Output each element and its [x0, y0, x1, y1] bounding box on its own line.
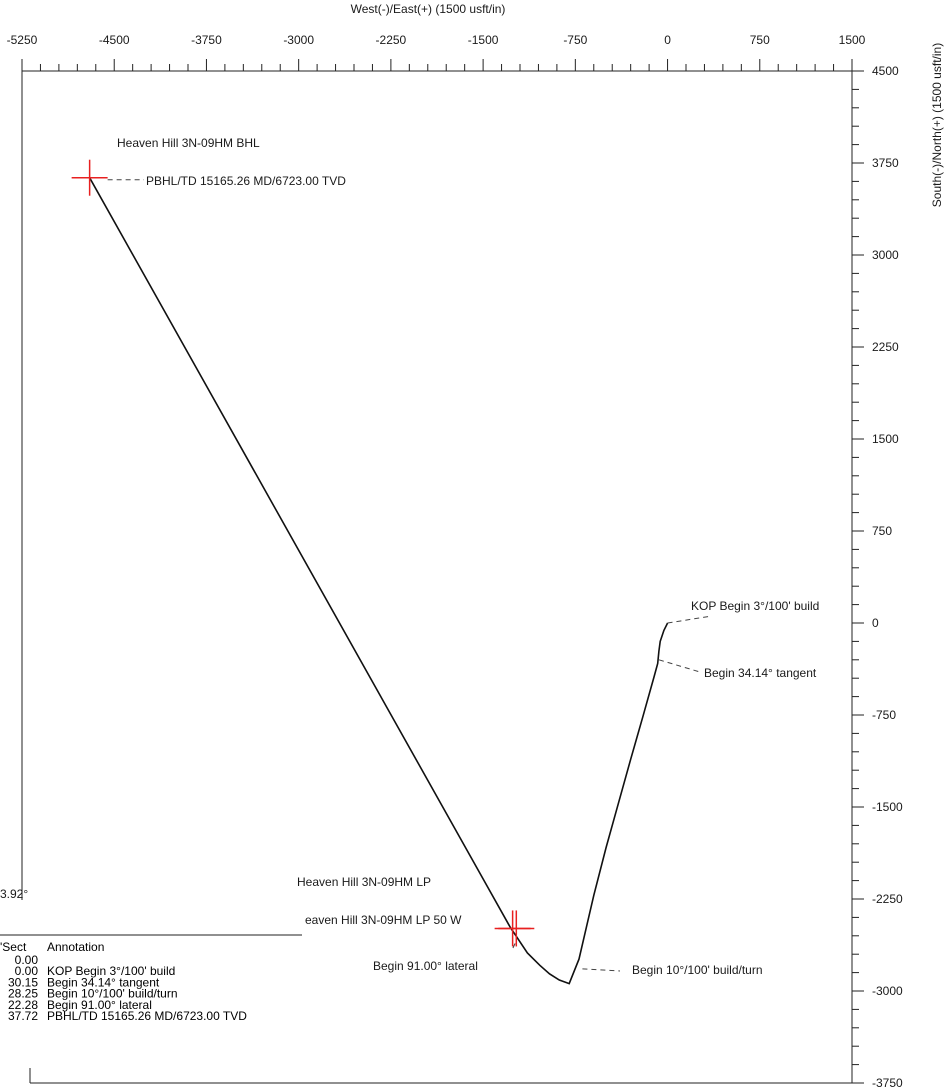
kop-annotation: KOP Begin 3°/100' build [691, 599, 819, 613]
y-axis: 4500 3750 3000 2250 1500 750 0 -750 -1500 -2250 -3… [852, 64, 903, 1090]
chart-frame [21, 70, 853, 1084]
table-cell-annotation: Begin 10°/100' build/turn [47, 987, 178, 1001]
x-tick-label: 1500 [839, 33, 866, 47]
tangent-annotation: Begin 34.14° tangent [704, 666, 817, 680]
x-axis: -5250 -4500 -3750 -3000 -2250 -1500 -750 0 750 15… [7, 33, 866, 71]
plot-area [71, 159, 669, 985]
y-tick-label: -3750 [872, 1076, 903, 1090]
table-cell-vsect: 28.25 [8, 987, 38, 1001]
y-tick-label: 0 [872, 616, 879, 630]
table-cell-vsect: 37.72 [8, 1009, 38, 1023]
y-tick-label: 1500 [872, 432, 899, 446]
kop-leader [667, 615, 713, 624]
table-cell-vsect: 30.15 [8, 975, 38, 989]
y-axis-title: South(-)/North(+) (1500 usft/in) [930, 43, 944, 207]
target-bhl-label: Heaven Hill 3N-09HM BHL [117, 136, 260, 150]
target-lp-label: Heaven Hill 3N-09HM LP [297, 875, 431, 889]
x-tick-label: -3750 [191, 33, 222, 47]
lateral-annotation: Begin 91.00° lateral [373, 959, 478, 973]
y-tick-label: 4500 [872, 64, 899, 78]
x-tick-label: 750 [750, 33, 770, 47]
x-tick-label: 0 [664, 33, 671, 47]
y-tick-label: -2250 [872, 892, 903, 906]
y-tick-label: 2250 [872, 340, 899, 354]
x-tick-label: -4500 [99, 33, 130, 47]
build-turn-leader [582, 968, 621, 972]
x-tick-label: -750 [563, 33, 587, 47]
table-cell-annotation: KOP Begin 3°/100' build [47, 964, 175, 978]
annotations: Heaven Hill 3N-09HM BHL PBHL/TD 15165.26 … [107, 136, 819, 977]
target-bhl-marker [71, 159, 108, 196]
section-table: 'Sect Annotation 0.000.00 KOP Begin 3°/100'… [0, 940, 247, 1023]
y-tick-label: 750 [872, 524, 892, 538]
x-tick-label: -1500 [468, 33, 499, 47]
y-tick-label: 3750 [872, 156, 899, 170]
y-tick-label: -3000 [872, 984, 903, 998]
x-tick-label: -5250 [7, 33, 38, 47]
tangent-leader [658, 659, 701, 673]
build-turn-annotation: Begin 10°/100' build/turn [632, 963, 763, 977]
x-tick-label: -3000 [283, 33, 314, 47]
x-tick-label: -2250 [376, 33, 407, 47]
well-path-line [88, 177, 669, 985]
table-cell-annotation: Begin 34.14° tangent [47, 975, 160, 989]
target-lp-50w-marker [498, 910, 535, 947]
lateral-leader [511, 943, 516, 951]
table-cell-vsect: 0.00 [15, 964, 39, 978]
table-cell-annotation: PBHL/TD 15165.26 MD/6723.00 TVD [47, 1009, 247, 1023]
table-header-sect: 'Sect [0, 940, 27, 954]
table-cell-annotation: Begin 91.00° lateral [47, 998, 152, 1012]
target-lp-50w-label: eaven Hill 3N-09HM LP 50 W [305, 913, 462, 927]
x-axis-title: West(-)/East(+) (1500 usft/in) [351, 2, 506, 16]
y-tick-label: -1500 [872, 800, 903, 814]
section-angle: 3.92° [0, 887, 28, 901]
table-cell-vsect: 22.28 [8, 998, 38, 1012]
y-tick-label: 3000 [872, 248, 899, 262]
y-tick-label: -750 [872, 708, 896, 722]
table-cell-vsect: 0.00 [15, 953, 39, 967]
pbhl-annotation: PBHL/TD 15165.26 MD/6723.00 TVD [146, 174, 346, 188]
table-header-annotation: Annotation [47, 940, 104, 954]
